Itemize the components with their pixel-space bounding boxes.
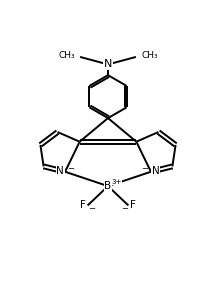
Text: 3+: 3+ bbox=[112, 179, 122, 185]
Text: −: − bbox=[121, 204, 128, 213]
Text: −: − bbox=[88, 204, 95, 213]
Text: F: F bbox=[80, 200, 86, 210]
Text: CH₃: CH₃ bbox=[58, 51, 75, 60]
Text: F: F bbox=[130, 200, 136, 210]
Text: N: N bbox=[104, 60, 112, 69]
Text: CH₃: CH₃ bbox=[141, 51, 158, 60]
Text: N: N bbox=[152, 166, 160, 176]
Text: −: − bbox=[68, 164, 75, 173]
Text: −: − bbox=[141, 164, 148, 173]
Text: B: B bbox=[105, 181, 111, 191]
Text: N: N bbox=[56, 166, 64, 176]
